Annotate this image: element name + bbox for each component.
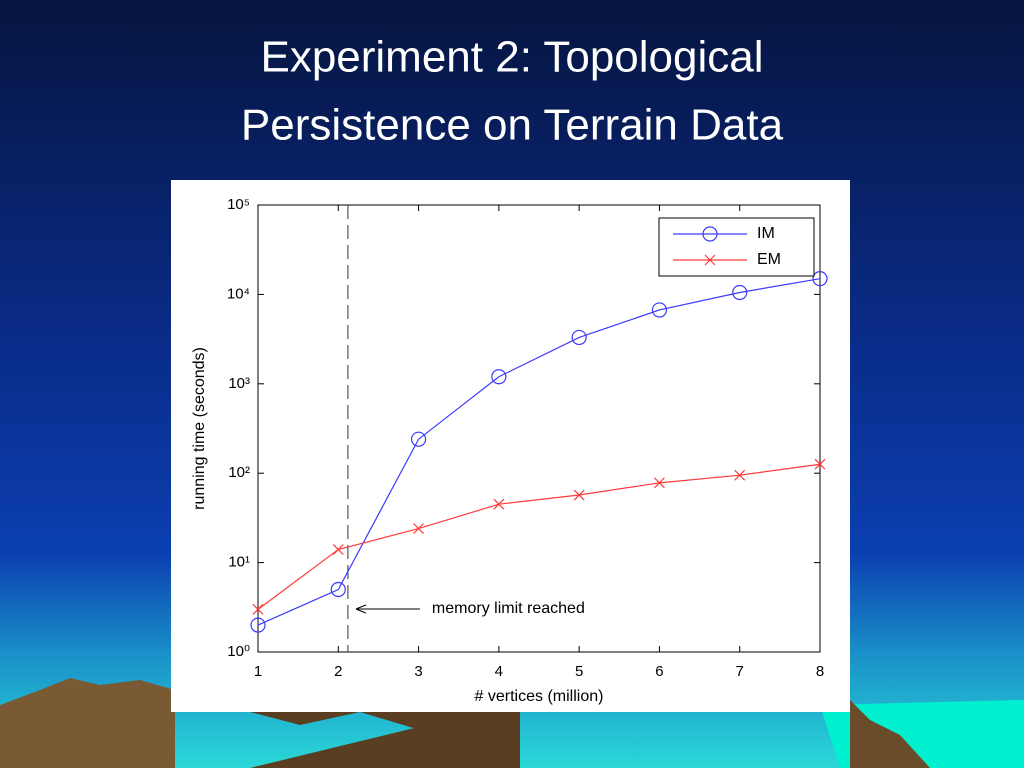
legend-label: IM [757,225,775,242]
chart: 10⁰ 10¹ 10² 10³ 10⁴ 10⁵ 1 2 3 4 5 6 7 8 # vertices (mi… [191,196,828,705]
terrain [850,700,930,768]
x-tick-label: 1 [254,663,262,680]
annotation-text: memory limit reached [432,600,585,617]
x-axis-label: # vertices (million) [475,688,604,705]
y-tick-label: 10⁰ [227,643,250,660]
title-line: Persistence on Terrain Data [241,101,784,150]
marker [491,369,507,385]
marker [330,581,346,598]
series-line [257,463,821,610]
x-tick-label: 6 [655,663,663,680]
marker [702,226,718,242]
marker [812,271,828,287]
y-tick-label: 10⁵ [227,196,250,213]
x-tick-label: 8 [816,663,824,680]
plot-frame [257,204,821,653]
series-line [257,278,821,626]
marker [704,254,716,266]
x-tick-label: 5 [575,663,583,680]
legend-label: EM [757,251,781,268]
marker [250,617,266,633]
annotation-arrowhead [355,604,367,614]
marker [734,469,746,481]
terrain [250,712,520,768]
marker [493,498,505,510]
marker [573,489,585,501]
y-tick-label: 10² [228,464,250,481]
marker [732,284,748,301]
x-tick-label: 4 [495,663,503,680]
y-tick-label: 10⁴ [227,285,250,302]
x-tick-label: 2 [334,663,342,680]
marker [410,431,427,447]
terrain [0,678,175,768]
marker [571,329,587,346]
x-tick-label: 7 [736,663,744,680]
marker [252,603,264,615]
title-line: Experiment 2: Topological [260,33,763,82]
x-tick-label: 3 [414,663,422,680]
marker [651,302,668,318]
y-tick-label: 10¹ [228,554,250,571]
legend-box [658,217,815,277]
marker [413,523,424,535]
y-tick-label: 10³ [228,375,250,392]
marker [814,458,826,470]
marker [332,544,344,555]
y-axis-label: running time (seconds) [191,347,208,510]
marker [654,477,665,489]
